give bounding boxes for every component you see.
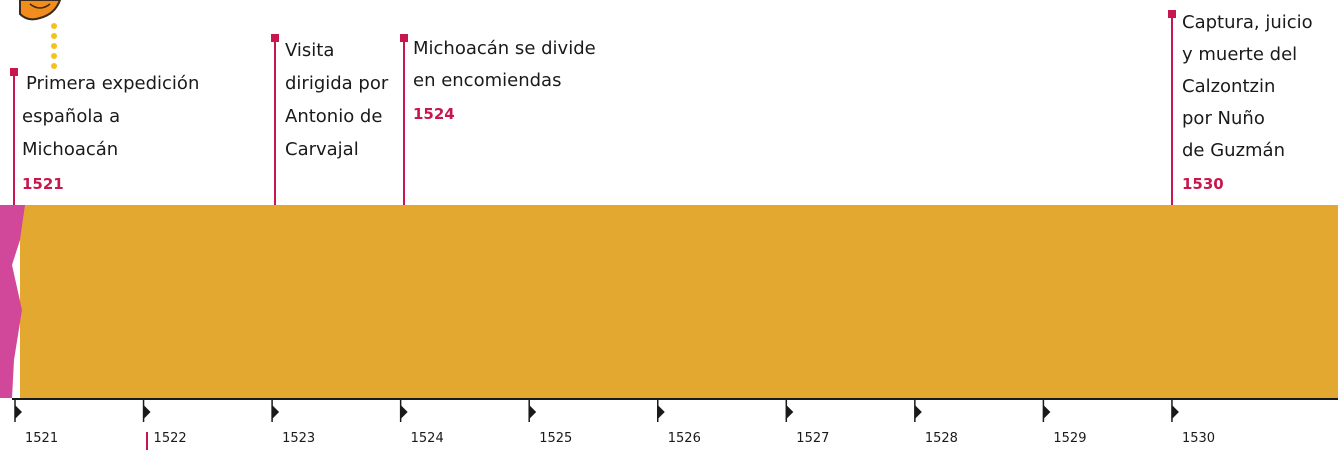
axis-arrow (401, 405, 408, 419)
axis-label: 1526 (668, 431, 701, 446)
timeline-band (20, 205, 1338, 398)
axis-label: 1523 (282, 431, 315, 446)
page: {"events": [ {"lines": ["Primera expedic… (0, 0, 1338, 450)
event-text: española a (22, 106, 120, 127)
event-text: Primera expedición (26, 73, 199, 94)
axis-arrow (1172, 405, 1179, 419)
axis-label: 1521 (25, 431, 58, 446)
butterfly-icon (20, 0, 60, 69)
event-text: Calzontzin (1182, 76, 1275, 97)
event-text: Carvajal (285, 139, 359, 160)
axis-label: 1525 (539, 431, 572, 446)
axis: 1521 1522 1523 1524 1525 1526 1527 1528 1529 1530 (15, 400, 1215, 446)
axis-arrow (915, 405, 922, 419)
event-text: por Nuño (1182, 108, 1265, 129)
axis-arrow (1043, 405, 1050, 419)
event-year: 1521 (22, 175, 64, 193)
axis-arrow (786, 405, 793, 419)
axis-arrow (144, 405, 151, 419)
axis-label: 1527 (796, 431, 829, 446)
event-text: y muerte del (1182, 44, 1297, 65)
event-text: dirigida por (285, 73, 389, 94)
axis-label: 1524 (411, 431, 444, 446)
event-text: en encomiendas (413, 70, 561, 91)
event-text: Visita (285, 40, 334, 61)
axis-arrow (272, 405, 279, 419)
event-text: Michoacán (22, 139, 118, 160)
axis-arrow (15, 405, 22, 419)
axis-arrow (658, 405, 665, 419)
axis-label: 1530 (1182, 431, 1215, 446)
axis-arrow (529, 405, 536, 419)
event-text: Captura, juicio (1182, 12, 1313, 33)
event-text: Michoacán se divide (413, 38, 596, 59)
axis-label: 1522 (154, 431, 187, 446)
axis-label: 1529 (1053, 431, 1086, 446)
timeline: Primera expedición española a Michoacán … (0, 0, 1338, 450)
axis-label: 1528 (925, 431, 958, 446)
event-year: 1530 (1182, 175, 1224, 193)
event-year: 1524 (413, 105, 455, 123)
event-text: Antonio de (285, 106, 382, 127)
event-text: de Guzmán (1182, 140, 1285, 161)
